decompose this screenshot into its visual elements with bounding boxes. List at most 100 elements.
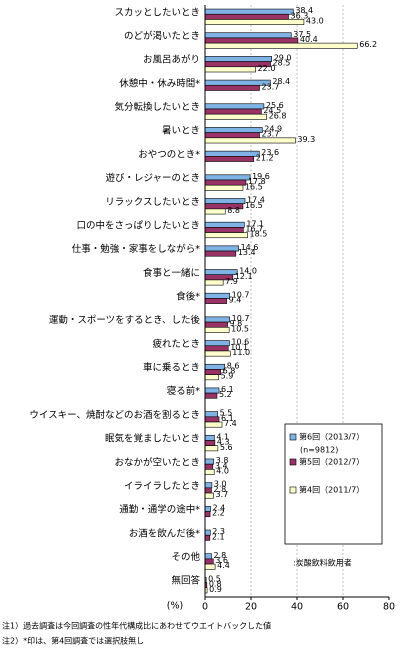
value-label: 2.8 [213, 551, 226, 560]
y-tick-label: お風呂あがり [143, 54, 200, 66]
value-label: 10.7 [232, 290, 250, 299]
bar [204, 198, 246, 204]
bar [204, 84, 260, 91]
value-label: 17.4 [247, 196, 265, 205]
bar [204, 8, 294, 15]
value-label: 24.5 [263, 106, 281, 115]
value-label: 17.1 [246, 219, 264, 228]
value-label: 0.5 [208, 574, 221, 583]
y-tick-label: 仕事・勉強・家事をしながら* [72, 243, 201, 255]
value-label: 2.3 [212, 527, 225, 536]
value-label: 16.7 [245, 224, 263, 233]
value-label: 13.4 [238, 248, 256, 257]
value-label: 22.0 [258, 64, 276, 73]
value-label: 8.8 [227, 206, 240, 215]
x-tick-label: 80 [383, 602, 395, 613]
bar [204, 421, 223, 428]
value-label: 25.6 [266, 101, 284, 110]
value-label: 3.8 [216, 456, 229, 465]
bar [204, 19, 305, 25]
y-tick-label: 疲れたとき [152, 338, 200, 350]
x-axis-label: (%) [167, 601, 183, 612]
bar [204, 563, 216, 570]
y-tick-label: 休憩中・休み時間* [119, 77, 200, 89]
bar [204, 445, 219, 452]
bar [204, 534, 211, 541]
bar [204, 184, 244, 191]
bar [204, 269, 238, 276]
bar [204, 350, 231, 357]
value-label: 10.1 [230, 343, 248, 352]
y-tick-label: 食後* [176, 291, 200, 303]
value-label: 23.6 [261, 148, 279, 157]
y-tick-label: お酒を飲んだ後* [129, 527, 201, 539]
value-label: 38.4 [295, 6, 313, 15]
value-label: 11.0 [232, 348, 250, 357]
bar [204, 245, 239, 252]
value-label: 28.4 [272, 77, 290, 86]
y-tick-label: 通勤・通学の途中* [119, 504, 200, 516]
bar [204, 298, 227, 304]
legend-note: (n=9812) [300, 446, 338, 455]
bar [204, 374, 219, 381]
bar [204, 411, 218, 418]
bar [204, 440, 216, 446]
y-tick-label: 寝る前* [167, 385, 201, 397]
y-tick-label: 食事と一緒に [143, 267, 200, 279]
value-label: 12.1 [235, 272, 253, 281]
value-label: 2.1 [212, 532, 225, 541]
bar [204, 113, 267, 120]
legend-swatch [289, 433, 297, 441]
bar [204, 511, 211, 518]
bar [204, 387, 220, 394]
value-label: 4.3 [217, 438, 230, 447]
y-tick-label: 遊び・レジャーのとき [105, 172, 200, 184]
bar [204, 174, 251, 181]
value-label: 23.7 [262, 130, 280, 139]
bar [204, 137, 296, 144]
bar [204, 221, 245, 228]
value-label: 0.8 [209, 580, 222, 589]
y-tick-label: 無回答 [171, 575, 200, 587]
legend-label: 第6回（2013/7） [299, 432, 364, 442]
value-label: 7.9 [225, 277, 238, 286]
bar [204, 103, 265, 110]
value-label: 2.4 [213, 503, 226, 512]
bar [204, 558, 214, 565]
value-label: 43.0 [306, 17, 324, 26]
value-label: 4.4 [217, 561, 230, 570]
value-label: 3.6 [215, 556, 228, 565]
value-label: 17.8 [248, 177, 266, 186]
value-label: 10.5 [231, 324, 249, 333]
bar [204, 458, 215, 465]
y-tick-label: ウイスキー、焼酎などのお酒を割るとき [29, 409, 200, 421]
bar [204, 463, 214, 470]
y-tick-label: 気分転換したいとき [114, 101, 200, 113]
value-label: 18.5 [250, 230, 268, 239]
y-tick-label: イライラしたとき [124, 481, 200, 492]
bar [204, 487, 212, 494]
value-label: 16.5 [245, 201, 263, 210]
bar [204, 392, 218, 399]
value-label: 37.5 [293, 30, 311, 39]
y-tick-label: のどが渇いたとき [124, 30, 200, 42]
x-tick-label: 60 [337, 602, 349, 613]
bar [204, 156, 255, 162]
x-tick-label: 40 [291, 602, 303, 613]
x-tick-label: 20 [245, 602, 257, 613]
value-label: 24.9 [264, 125, 282, 134]
value-label: 3.0 [214, 480, 227, 489]
bar [204, 340, 230, 347]
legend-label: 第5回（2012/7） [299, 457, 364, 467]
y-tick-label: 運動・スポーツをするとき、した後 [49, 314, 201, 326]
bar [204, 250, 237, 257]
bar [204, 529, 211, 536]
value-label: 5.6 [220, 443, 233, 452]
value-label: 10.7 [232, 314, 250, 323]
value-label: 5.9 [221, 372, 234, 381]
value-label: 4.1 [216, 432, 229, 441]
bar [204, 492, 214, 499]
bar [204, 37, 299, 44]
bar [204, 13, 289, 20]
